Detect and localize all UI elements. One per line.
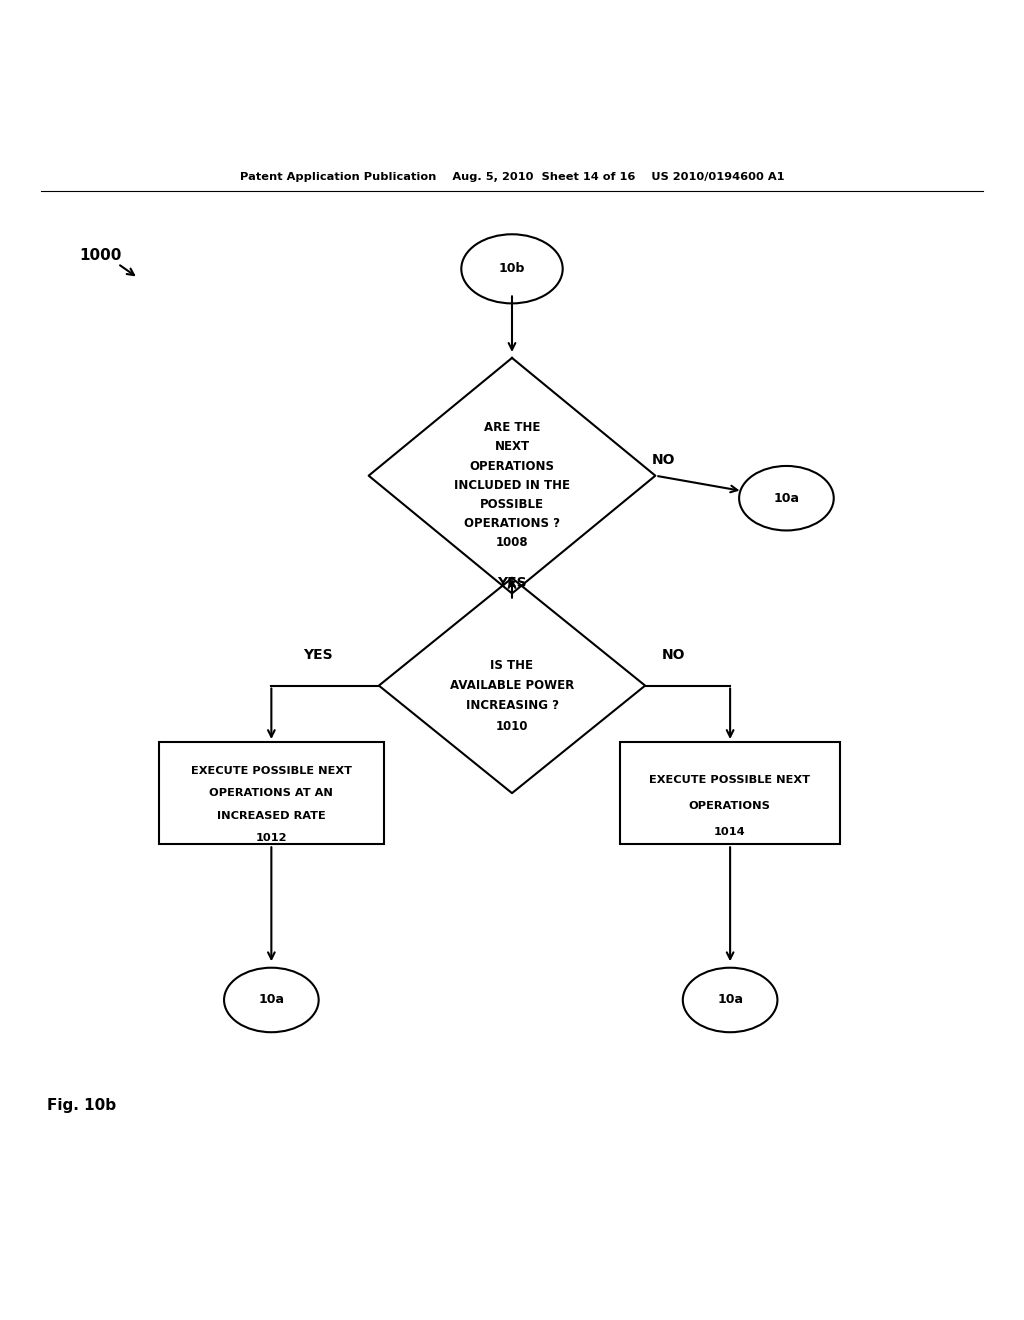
Text: INCREASED RATE: INCREASED RATE [217, 810, 326, 821]
Bar [159, 742, 384, 845]
Text: INCREASING ?: INCREASING ? [466, 700, 558, 713]
Text: INCLUDED IN THE: INCLUDED IN THE [454, 479, 570, 492]
Text: POSSIBLE: POSSIBLE [480, 498, 544, 511]
Text: 1012: 1012 [256, 833, 287, 843]
Text: 1010: 1010 [496, 719, 528, 733]
Text: ARE THE: ARE THE [483, 421, 541, 434]
Text: NEXT: NEXT [495, 441, 529, 454]
Text: 10b: 10b [499, 263, 525, 276]
Text: OPERATIONS: OPERATIONS [469, 459, 555, 473]
Text: 10a: 10a [258, 994, 285, 1006]
Text: Fig. 10b: Fig. 10b [47, 1098, 117, 1113]
Text: 10a: 10a [717, 994, 743, 1006]
Text: YES: YES [303, 648, 332, 661]
Text: NO: NO [652, 453, 675, 467]
Text: OPERATIONS AT AN: OPERATIONS AT AN [210, 788, 333, 799]
Text: 1000: 1000 [79, 248, 122, 263]
Text: EXECUTE POSSIBLE NEXT: EXECUTE POSSIBLE NEXT [649, 775, 810, 785]
Text: OPERATIONS: OPERATIONS [689, 801, 770, 810]
Bar [620, 742, 840, 845]
Text: Patent Application Publication    Aug. 5, 2010  Sheet 14 of 16    US 2010/019460: Patent Application Publication Aug. 5, 2… [240, 172, 784, 182]
Text: AVAILABLE POWER: AVAILABLE POWER [450, 678, 574, 692]
Text: 10a: 10a [773, 492, 800, 504]
Text: 1008: 1008 [496, 536, 528, 549]
Text: YES: YES [498, 577, 526, 590]
Text: 1014: 1014 [714, 826, 745, 837]
Text: NO: NO [663, 648, 685, 661]
Text: EXECUTE POSSIBLE NEXT: EXECUTE POSSIBLE NEXT [190, 766, 352, 776]
Text: OPERATIONS ?: OPERATIONS ? [464, 517, 560, 531]
Text: IS THE: IS THE [490, 659, 534, 672]
